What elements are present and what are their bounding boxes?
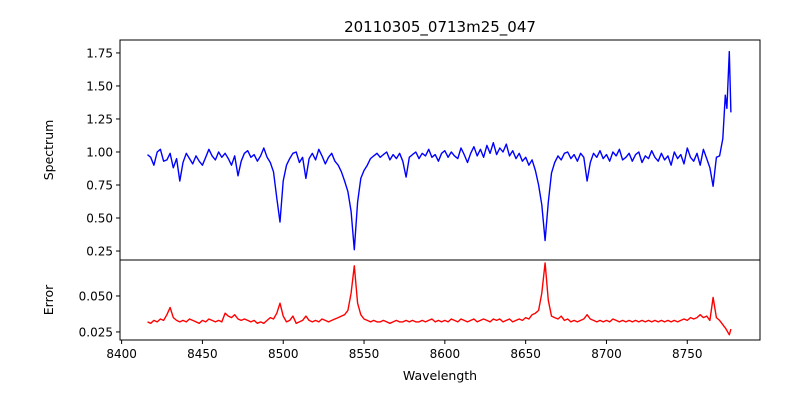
error-line (147, 262, 732, 336)
x-axis-label: Wavelength (403, 368, 477, 383)
y-tick-label: 1.50 (86, 79, 113, 93)
x-tick-label: 8450 (187, 347, 218, 361)
spectrum-line (147, 50, 732, 251)
x-tick-label: 8500 (268, 347, 299, 361)
y-axis-label-spectrum: Spectrum (41, 120, 56, 181)
x-tick-label: 8650 (510, 347, 541, 361)
y-tick-label: 0.50 (86, 212, 113, 226)
y-tick-label: 0.025 (79, 325, 113, 339)
y-tick-label: 0.75 (86, 178, 113, 192)
y-tick-label: 1.25 (86, 112, 113, 126)
x-tick-label: 8600 (430, 347, 461, 361)
x-tick-label: 8400 (106, 347, 137, 361)
x-tick-label: 8550 (349, 347, 380, 361)
chart-title: 20110305_0713m25_047 (344, 18, 536, 37)
y-tick-label: 0.050 (79, 289, 113, 303)
spectrum-axes: 0.25 0.50 0.75 1.00 1.25 1.50 1.75 (86, 39, 761, 261)
y-tick-label: 0.25 (86, 245, 113, 259)
y-tick-label: 1.75 (86, 46, 113, 60)
error-axes: 0.025 0.050 8400 8450 8500 8550 8600 8650 8700 87… (79, 259, 761, 361)
y-axis-label-error: Error (41, 284, 56, 315)
x-tick-label: 8700 (591, 347, 622, 361)
y-tick-label: 1.00 (86, 145, 113, 159)
axes-frame (119, 259, 761, 341)
x-tick-label: 8750 (672, 347, 703, 361)
